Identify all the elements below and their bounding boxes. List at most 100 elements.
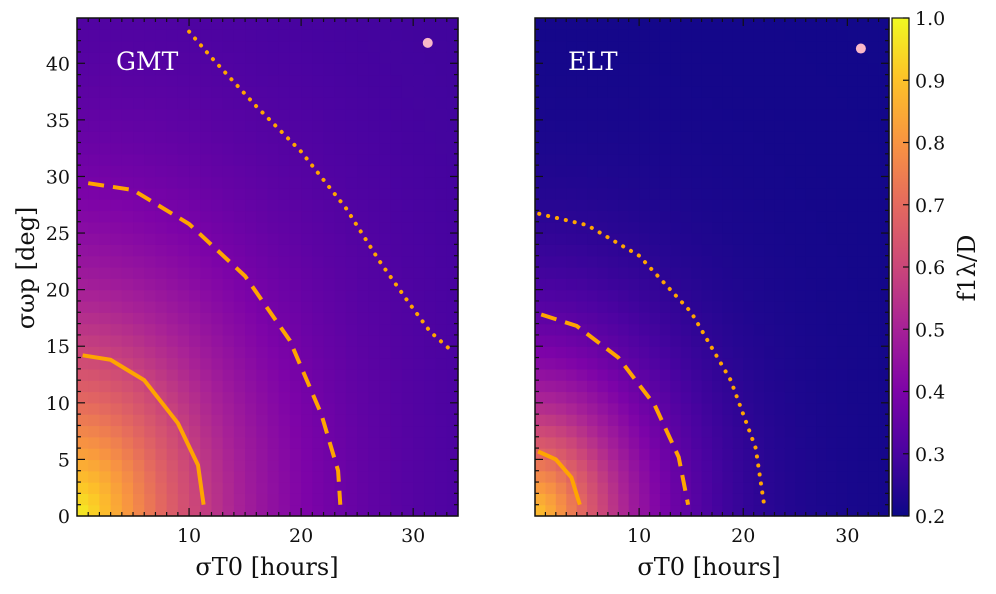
heatmap-cell [628,165,640,178]
heatmap-cell [413,504,425,517]
heatmap-cell [659,482,671,494]
heatmap-cell [357,312,369,325]
heatmap-cell [357,448,369,461]
heatmap-cell [628,414,640,427]
heatmap-cell [368,18,381,30]
heatmap-cell [691,142,703,155]
heatmap-cell [826,233,838,245]
heatmap-cell [233,97,246,110]
heatmap-cell [345,368,358,381]
heatmap-cell [795,210,807,223]
heatmap-cell [77,233,89,245]
heatmap-cell [267,108,280,121]
heatmap-cell [659,289,671,302]
heatmap-cell [289,459,302,472]
heatmap-cell [233,18,246,30]
heatmap-cell [357,414,369,427]
heatmap-cell [847,51,859,64]
heatmap-cell [424,493,437,506]
heatmap-cell [222,504,235,517]
heatmap-cell [323,470,336,483]
heatmap-cell [200,142,213,155]
heatmap-cell [753,312,765,325]
heatmap-cell [836,18,848,30]
heatmap-cell [535,63,547,76]
heatmap-cell [267,199,280,212]
heatmap-cell [795,493,807,506]
heatmap-cell [649,289,661,302]
colorbar-tick-label: 0.9 [915,70,945,92]
heatmap-cell [535,357,547,370]
heatmap-cell [670,63,682,76]
heatmap-cell [424,51,437,64]
heatmap-cell [795,357,807,370]
heatmap-cell [435,176,448,189]
heatmap-cell [301,97,313,110]
heatmap-cell [133,414,145,427]
heatmap-cell [722,346,734,359]
heatmap-cell [722,221,734,234]
heatmap-cell [878,391,890,404]
heatmap-cell [334,448,347,461]
heatmap-cell [133,357,145,370]
heatmap-cell [133,199,145,212]
heatmap-cell [566,255,578,268]
heatmap-cell [649,346,661,359]
heatmap-cell [88,187,101,200]
heatmap-cell [753,51,765,64]
heatmap-cell [256,425,269,438]
heatmap-cell [334,18,347,30]
elt-ticks [535,18,889,516]
heatmap-cell [166,289,179,302]
heatmap-cell [732,221,744,234]
heatmap-cell [555,233,567,245]
heatmap-cell [177,40,190,53]
heatmap-cell [628,368,640,381]
heatmap-cell [670,74,682,87]
heatmap-cell [712,210,724,223]
heatmap-cell [88,312,101,325]
heatmap-cell [278,380,291,393]
heatmap-cell [390,448,403,461]
heatmap-cell [88,199,101,212]
heatmap-cell [868,176,880,189]
heatmap-cell [312,470,325,483]
heatmap-cell [368,108,381,121]
heatmap-cell [836,323,848,336]
heatmap-cell [607,504,619,517]
heatmap-cell [345,425,358,438]
heatmap-cell [189,29,201,42]
heatmap-cell [847,142,859,155]
heatmap-cell [545,131,557,144]
heatmap-cell [639,221,651,234]
heatmap-cell [722,470,734,483]
heatmap-cell [753,131,765,144]
heatmap-cell [379,142,392,155]
heatmap-cell [607,40,619,53]
heatmap-cell [639,244,651,257]
heatmap-cell [133,40,145,53]
heatmap-cell [379,357,392,370]
heatmap-cell [597,459,609,472]
heatmap-cell [435,346,448,359]
heatmap-cell [701,346,713,359]
heatmap-cell [774,63,786,76]
heatmap-cell [245,85,257,98]
heatmap-cell [607,108,619,121]
heatmap-cell [189,482,201,494]
heatmap-cell [334,221,347,234]
heatmap-cell [166,176,179,189]
heatmap-cell [435,221,448,234]
heatmap-cell [597,85,609,98]
heatmap-cell [732,255,744,268]
heatmap-cell [155,18,168,30]
heatmap-cell [857,74,869,87]
heatmap-cell [166,425,179,438]
heatmap-cell [639,131,651,144]
heatmap-cell [177,470,190,483]
heatmap-cell [680,221,692,234]
heatmap-cell [121,119,134,132]
heatmap-cell [357,504,369,517]
heatmap-cell [784,493,796,506]
heatmap-cell [110,108,123,121]
